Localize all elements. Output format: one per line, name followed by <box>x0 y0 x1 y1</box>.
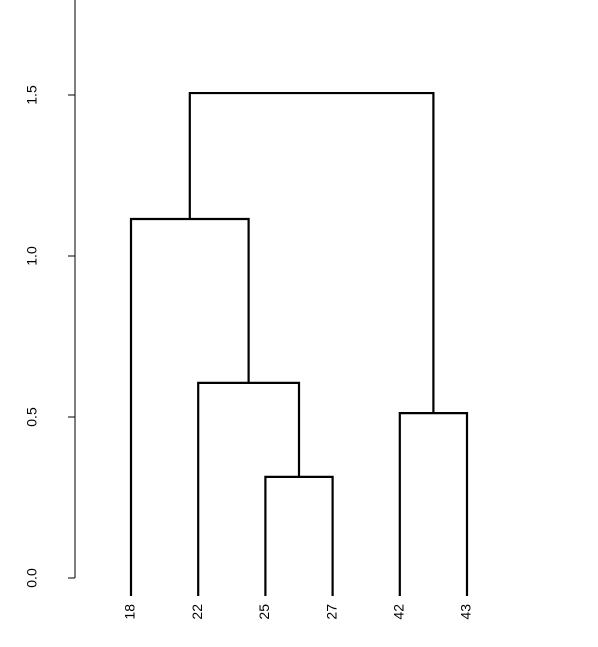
leaf-label: 43 <box>458 604 474 620</box>
dendrogram-branch <box>188 91 435 414</box>
leaf-label: 25 <box>256 604 272 620</box>
leaf-label: 42 <box>391 604 407 620</box>
y-tick-label: 0.0 <box>24 568 40 588</box>
dendrogram-branch <box>129 217 250 596</box>
y-tick-label: 1.5 <box>24 85 40 105</box>
dendrogram-branch <box>197 381 301 596</box>
y-tick-label: 0.5 <box>24 407 40 427</box>
dendrogram-branch <box>398 412 469 596</box>
leaf-label: 22 <box>189 604 205 620</box>
leaf-label: 27 <box>323 604 339 620</box>
y-tick-label: 1.0 <box>24 246 40 266</box>
leaf-label: 18 <box>122 604 138 620</box>
dendrogram-branch <box>264 475 334 596</box>
